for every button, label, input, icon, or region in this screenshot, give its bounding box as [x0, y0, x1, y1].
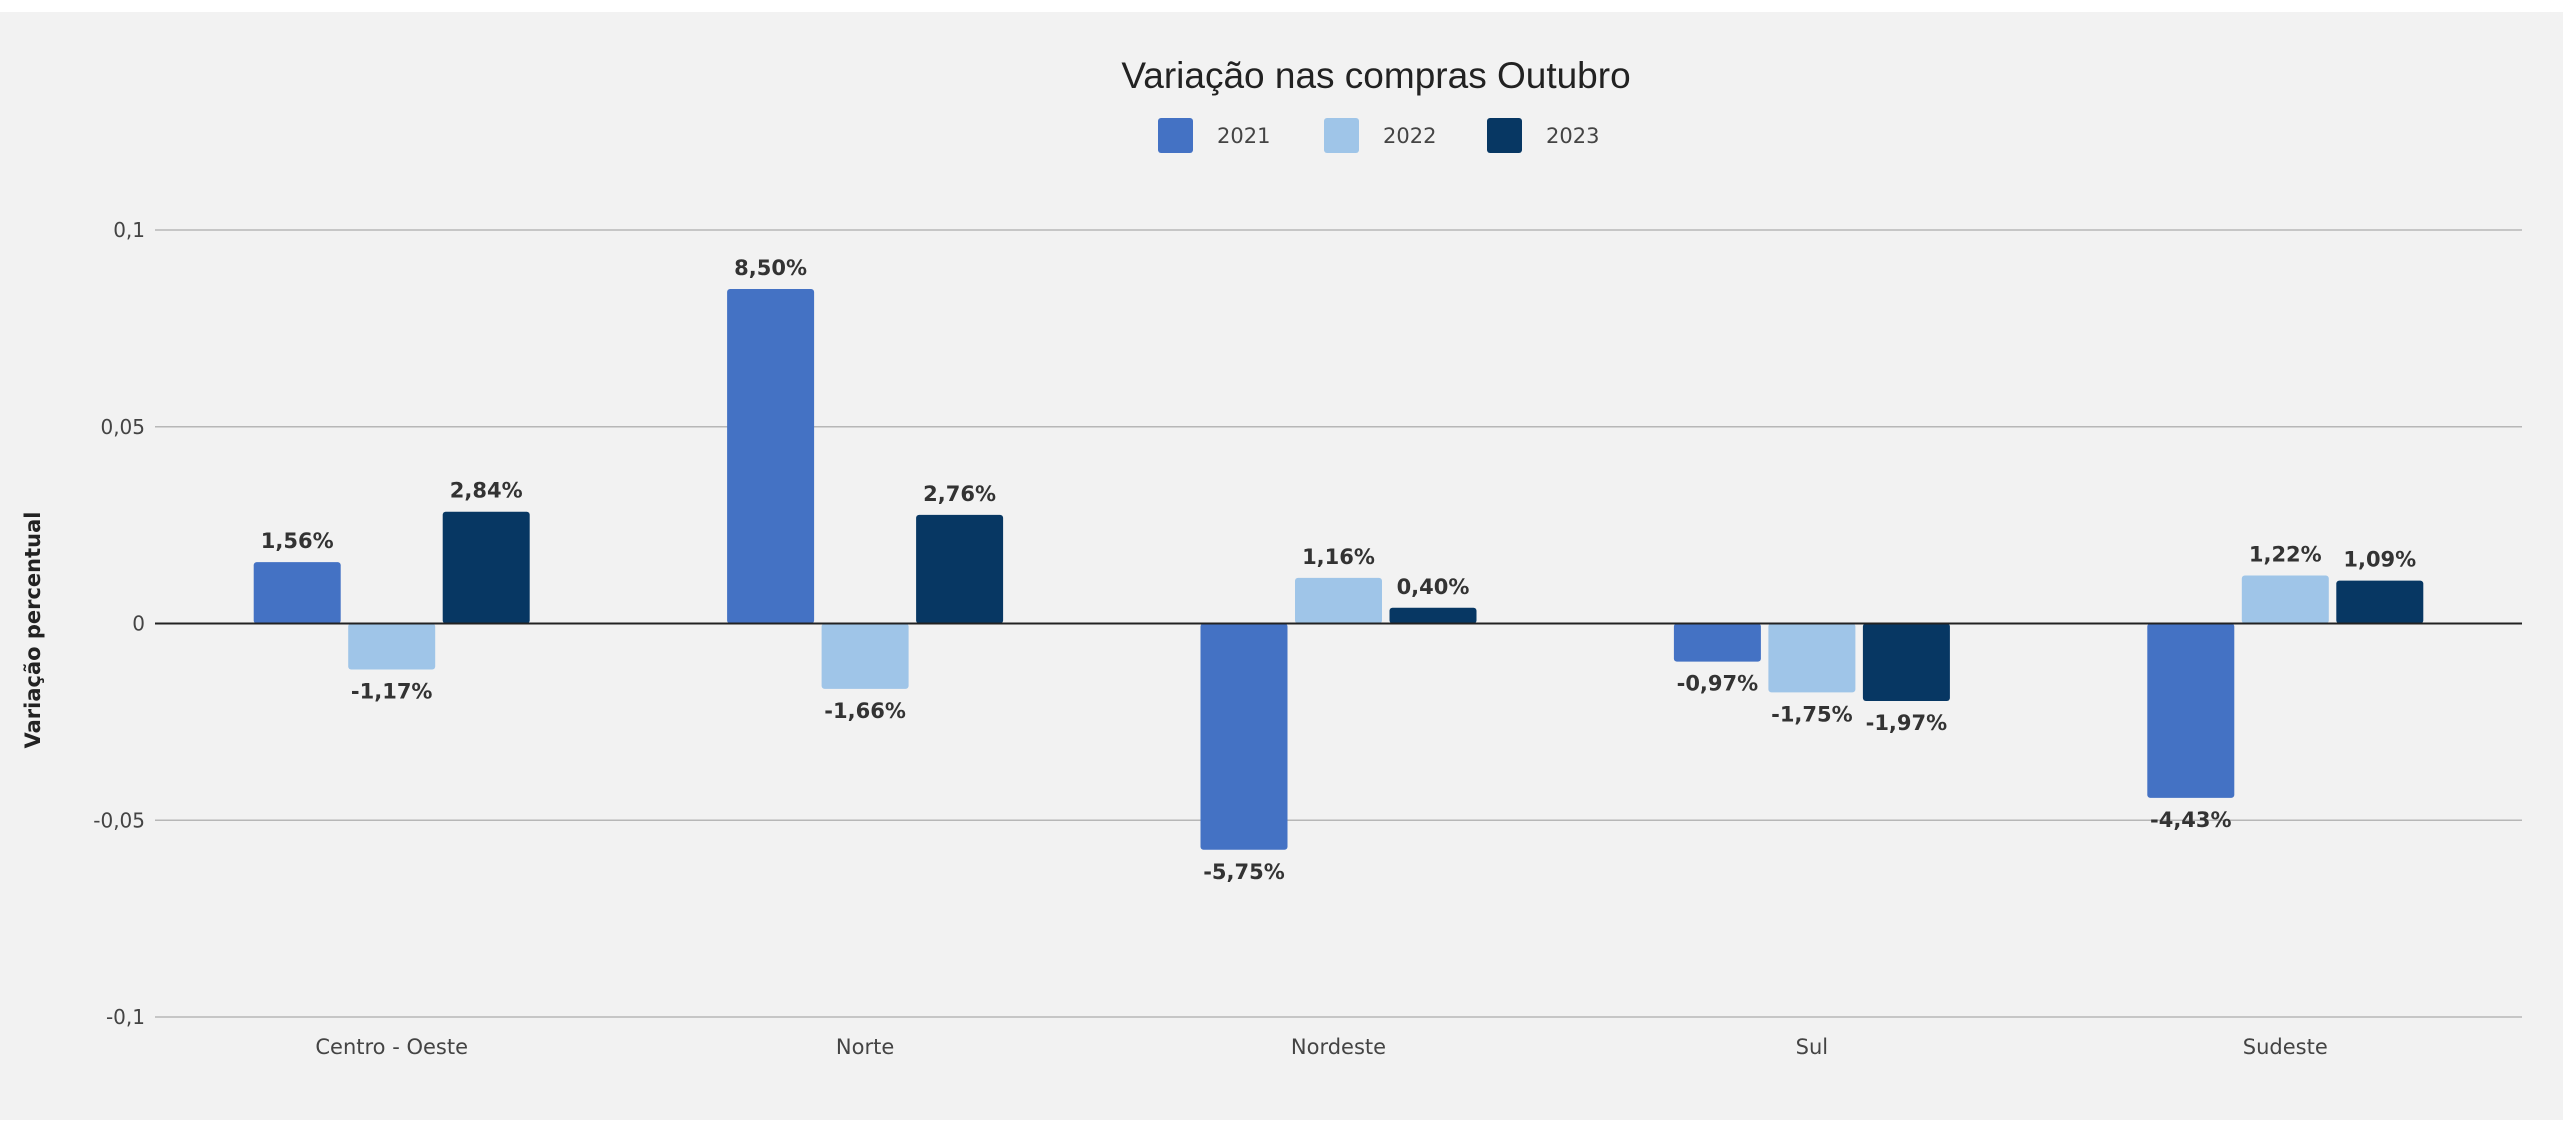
data-label: -1,17% — [351, 680, 433, 704]
bar-2023-1 — [916, 514, 1004, 624]
bar-2023-0 — [442, 511, 530, 624]
bar-2023-4 — [2336, 580, 2424, 624]
y-tick-label: 0 — [132, 612, 145, 636]
bar-2021-1 — [727, 289, 815, 624]
bar-2021-3 — [1673, 623, 1761, 662]
legend-swatch-2023 — [1487, 118, 1522, 153]
bar-2022-1 — [821, 623, 909, 689]
data-labels: 1,56% -1,17% 2,84% 8,50% -1,66% 2,76% -5,75% 1,… — [261, 256, 2416, 884]
data-label: -4,43% — [2150, 808, 2232, 832]
data-label: -1,75% — [1771, 702, 1853, 726]
data-label: 8,50% — [734, 256, 807, 280]
data-label: 0,40% — [1397, 575, 1470, 599]
bar-2023-2 — [1389, 607, 1477, 624]
y-tick-label: 0,1 — [113, 218, 145, 242]
legend-label: 2022 — [1383, 124, 1436, 148]
bar-2021-0 — [253, 562, 341, 624]
bar-2022-3 — [1768, 623, 1856, 693]
legend-label: 2023 — [1546, 124, 1599, 148]
y-tick-label: 0,05 — [100, 415, 145, 439]
legend-label: 2021 — [1217, 124, 1270, 148]
x-category-label: Sul — [1796, 1035, 1828, 1059]
bar-2021-2 — [1200, 623, 1288, 850]
bar-2022-4 — [2241, 575, 2329, 624]
data-label: 1,09% — [2343, 548, 2416, 572]
bar-2022-2 — [1295, 577, 1382, 624]
x-category-label: Centro - Oeste — [315, 1035, 468, 1059]
chart-title: Variação nas compras Outubro — [1121, 55, 1630, 96]
gridlines — [155, 229, 2522, 1018]
y-tick-label: -0,05 — [93, 808, 145, 832]
x-category-label: Norte — [836, 1035, 894, 1059]
x-category-label: Sudeste — [2243, 1035, 2328, 1059]
y-axis-ticks: 0,1 0,05 0 -0,05 -0,1 — [93, 218, 145, 1029]
data-label: -1,97% — [1866, 711, 1948, 735]
data-label: 1,16% — [1302, 545, 1375, 569]
bar-2021-4 — [2147, 623, 2235, 798]
data-label: 1,22% — [2249, 542, 2322, 566]
y-axis-label: Variação percentual — [21, 512, 45, 749]
x-category-label: Nordeste — [1291, 1035, 1386, 1059]
data-label: -0,97% — [1677, 672, 1759, 696]
data-label: 1,56% — [261, 529, 334, 553]
bar-2023-3 — [1862, 623, 1950, 702]
legend: 2021 2022 2023 — [1158, 118, 1599, 153]
legend-swatch-2021 — [1158, 118, 1193, 153]
x-axis-categories: Centro - Oeste Norte Nordeste Sul Sudeste — [315, 1035, 2327, 1059]
data-label: 2,84% — [450, 479, 523, 503]
data-label: -1,66% — [824, 699, 906, 723]
bars — [253, 289, 2424, 850]
bar-chart: Variação nas compras Outubro 2021 2022 202… — [21, 55, 2522, 1059]
legend-swatch-2022 — [1324, 118, 1359, 153]
data-label: -5,75% — [1203, 860, 1285, 884]
chart-panel: Variação nas compras Outubro 2021 2022 202… — [0, 12, 2563, 1120]
y-tick-label: -0,1 — [106, 1005, 145, 1029]
data-label: 2,76% — [923, 482, 996, 506]
bar-2022-0 — [348, 623, 436, 670]
